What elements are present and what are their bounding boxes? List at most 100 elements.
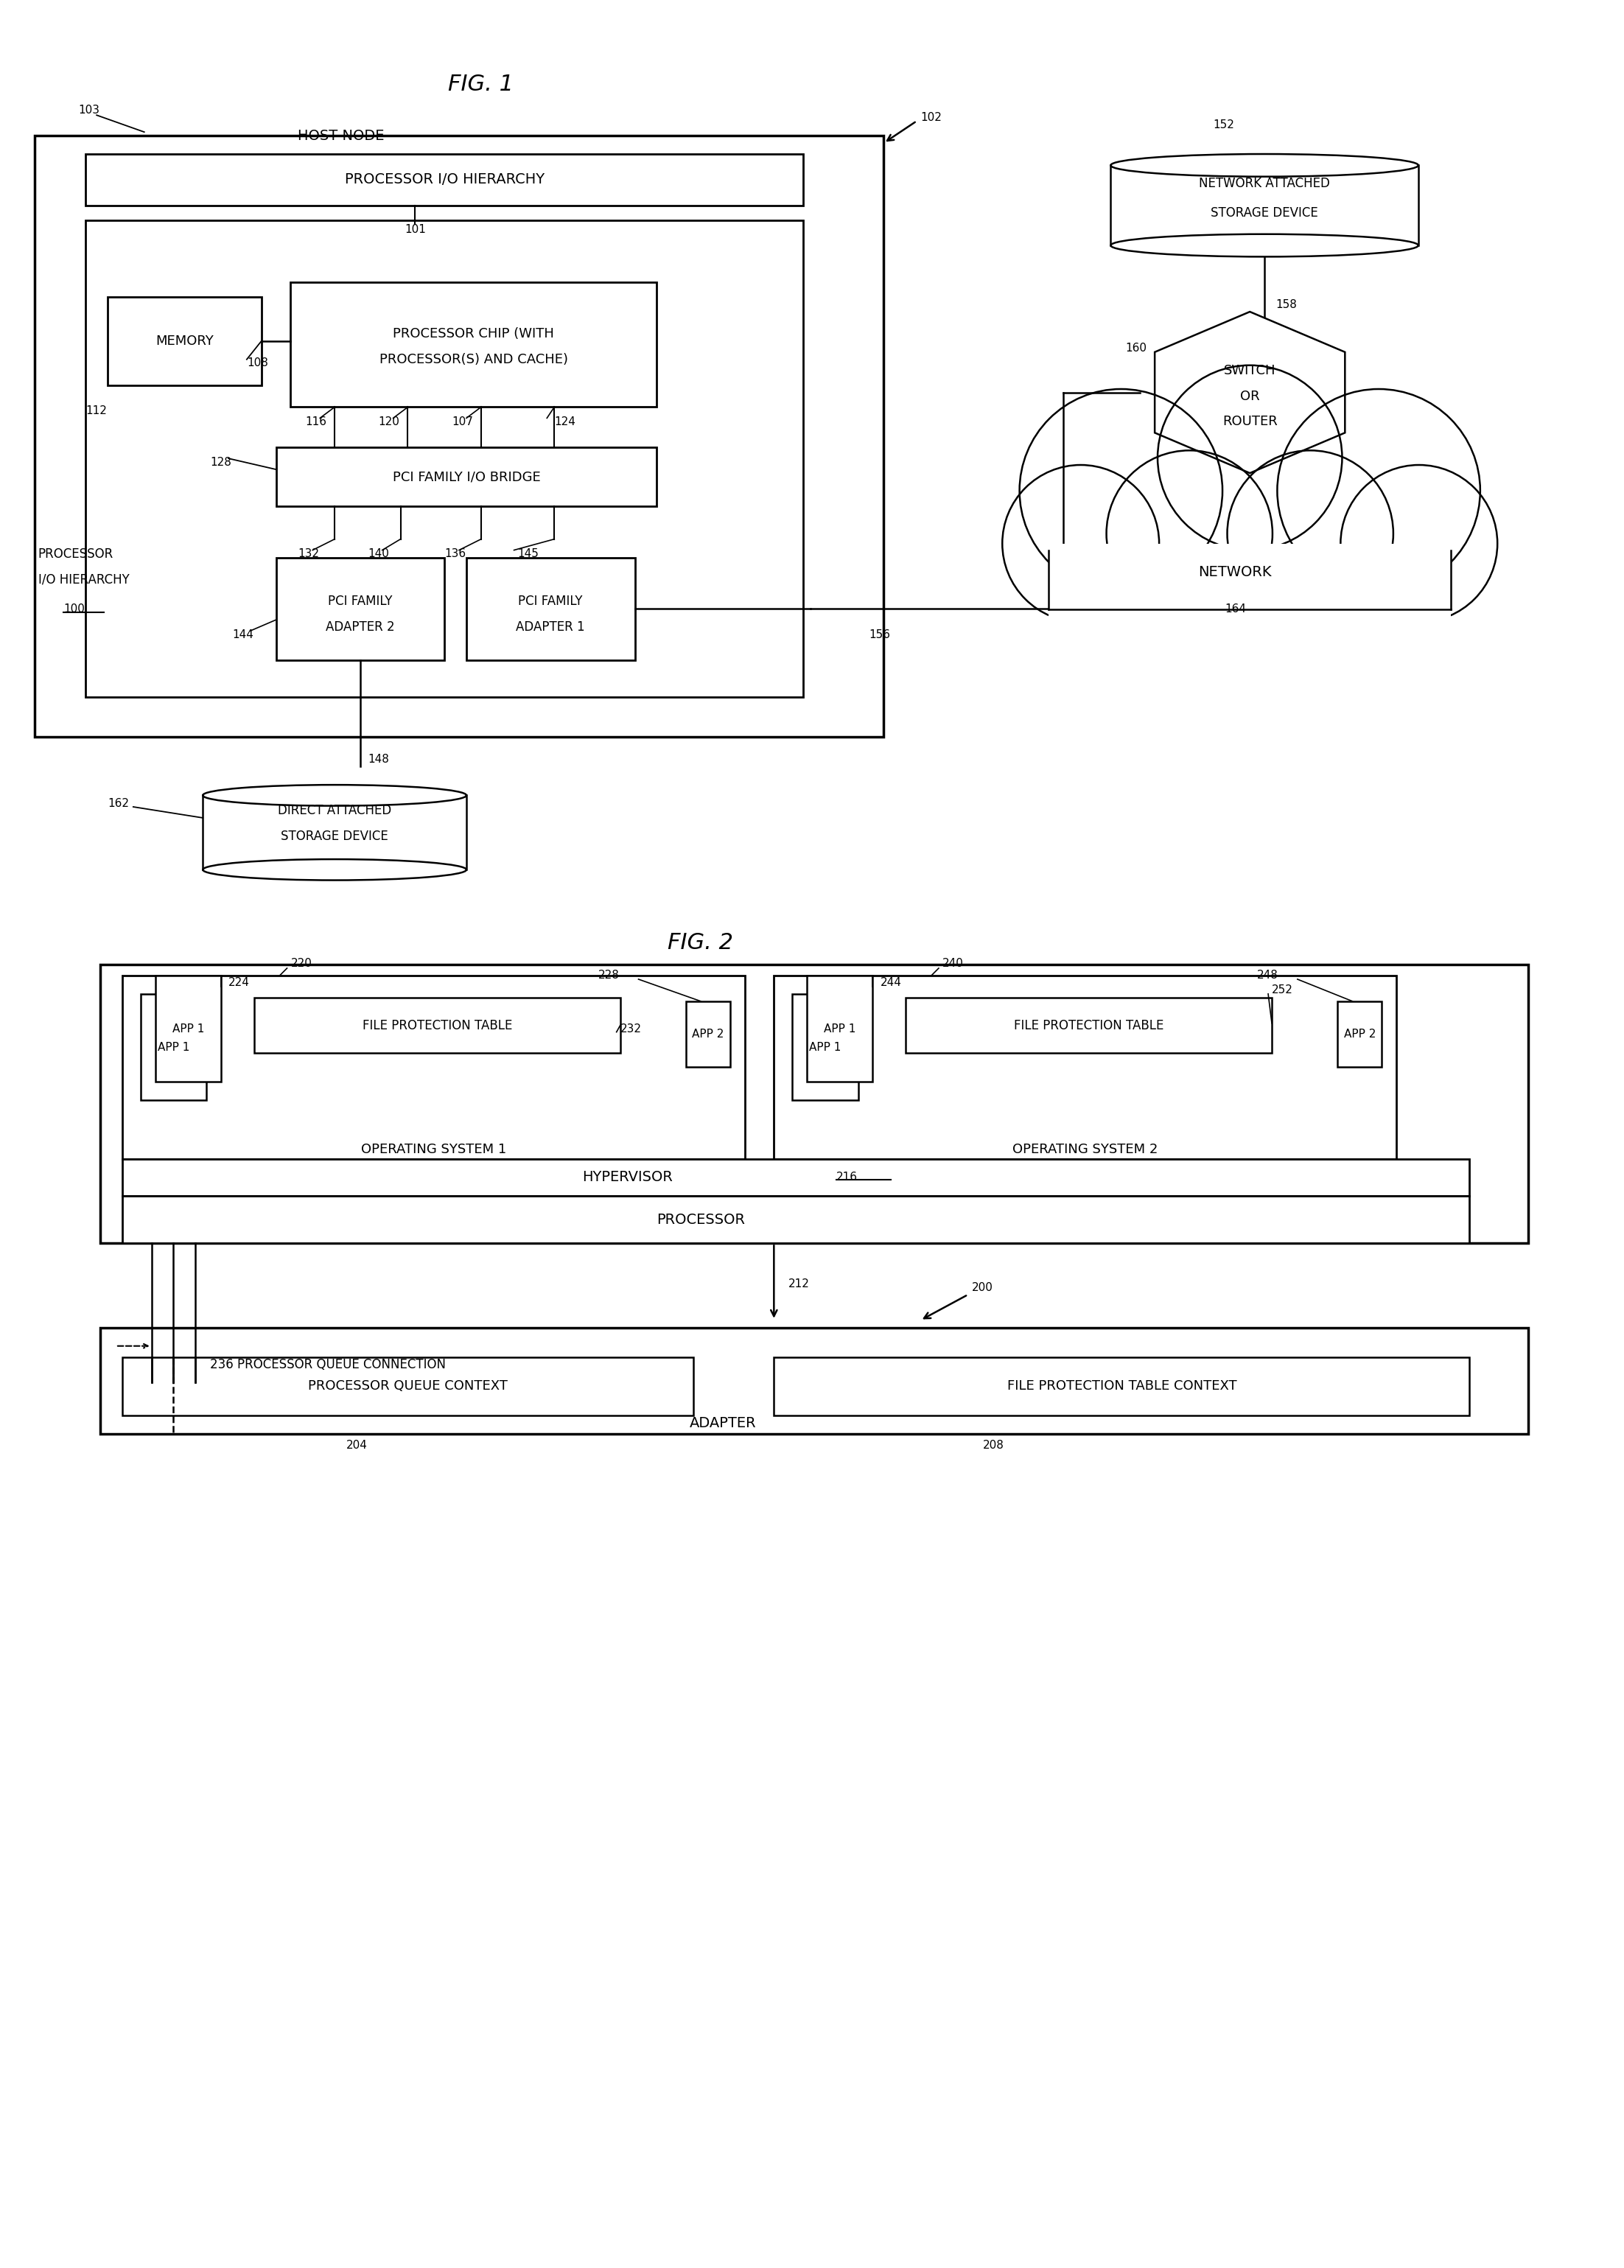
Text: 108: 108	[247, 358, 268, 370]
Text: 132: 132	[297, 549, 320, 560]
FancyBboxPatch shape	[685, 1000, 731, 1068]
FancyBboxPatch shape	[107, 297, 261, 386]
Text: 102: 102	[921, 111, 942, 122]
Text: 156: 156	[869, 628, 890, 640]
Ellipse shape	[1111, 154, 1418, 177]
Text: 144: 144	[232, 628, 253, 640]
Text: 158: 158	[1275, 299, 1296, 311]
Text: 128: 128	[209, 456, 231, 467]
FancyBboxPatch shape	[807, 975, 872, 1082]
Text: PROCESSOR: PROCESSOR	[37, 547, 114, 560]
Text: 208: 208	[983, 1440, 1004, 1452]
FancyBboxPatch shape	[122, 1195, 1470, 1243]
Circle shape	[1228, 451, 1393, 617]
Text: 140: 140	[367, 549, 388, 560]
Text: 252: 252	[1272, 984, 1293, 996]
FancyBboxPatch shape	[156, 975, 221, 1082]
Text: APP 1: APP 1	[809, 1041, 841, 1052]
Text: 162: 162	[107, 798, 128, 810]
Text: 101: 101	[404, 225, 425, 236]
Text: ADAPTER: ADAPTER	[689, 1415, 757, 1431]
Text: 232: 232	[620, 1023, 641, 1034]
FancyBboxPatch shape	[276, 447, 656, 506]
FancyBboxPatch shape	[253, 998, 620, 1052]
Circle shape	[1340, 465, 1497, 621]
Text: FILE PROTECTION TABLE CONTEXT: FILE PROTECTION TABLE CONTEXT	[1007, 1379, 1236, 1393]
Text: 148: 148	[367, 753, 388, 764]
FancyBboxPatch shape	[775, 1356, 1470, 1415]
Text: OPERATING SYSTEM 1: OPERATING SYSTEM 1	[361, 1143, 507, 1157]
Text: APP 1: APP 1	[158, 1041, 190, 1052]
Text: 248: 248	[1257, 971, 1278, 982]
Text: STORAGE DEVICE: STORAGE DEVICE	[281, 830, 388, 844]
Text: NETWORK ATTACHED: NETWORK ATTACHED	[1199, 177, 1330, 191]
Text: FILE PROTECTION TABLE: FILE PROTECTION TABLE	[1013, 1018, 1164, 1032]
Text: ROUTER: ROUTER	[1223, 415, 1278, 429]
FancyBboxPatch shape	[1338, 1000, 1382, 1068]
Text: PROCESSOR: PROCESSOR	[656, 1213, 745, 1227]
Text: 228: 228	[598, 971, 619, 982]
Text: DIRECT ATTACHED: DIRECT ATTACHED	[278, 803, 391, 816]
Text: PCI FAMILY I/O BRIDGE: PCI FAMILY I/O BRIDGE	[393, 469, 541, 483]
Text: 244: 244	[880, 978, 901, 989]
Text: 124: 124	[554, 417, 575, 426]
FancyBboxPatch shape	[101, 1327, 1528, 1433]
Text: OR: OR	[1241, 390, 1260, 404]
FancyBboxPatch shape	[1049, 544, 1452, 642]
Text: PROCESSOR(S) AND CACHE): PROCESSOR(S) AND CACHE)	[380, 354, 568, 365]
Text: SWITCH: SWITCH	[1224, 363, 1276, 376]
FancyBboxPatch shape	[291, 284, 656, 406]
Text: 216: 216	[836, 1173, 857, 1184]
Text: 212: 212	[789, 1279, 810, 1288]
Polygon shape	[1155, 311, 1345, 474]
Ellipse shape	[203, 860, 466, 880]
FancyBboxPatch shape	[906, 998, 1272, 1052]
Text: 120: 120	[378, 417, 400, 426]
FancyBboxPatch shape	[203, 796, 466, 869]
Text: 152: 152	[1213, 120, 1234, 129]
FancyBboxPatch shape	[1111, 166, 1418, 245]
Text: 107: 107	[451, 417, 473, 426]
Text: HYPERVISOR: HYPERVISOR	[583, 1170, 672, 1184]
Text: 236 PROCESSOR QUEUE CONNECTION: 236 PROCESSOR QUEUE CONNECTION	[209, 1359, 447, 1370]
Circle shape	[1020, 390, 1223, 592]
Text: APP 1: APP 1	[172, 1023, 205, 1034]
Text: APP 2: APP 2	[1343, 1030, 1376, 1039]
FancyBboxPatch shape	[34, 136, 883, 737]
Text: 160: 160	[1125, 342, 1147, 354]
FancyBboxPatch shape	[122, 1159, 1470, 1195]
FancyBboxPatch shape	[122, 975, 745, 1159]
Text: 103: 103	[78, 104, 99, 116]
Text: 145: 145	[518, 549, 539, 560]
Text: NETWORK: NETWORK	[1199, 565, 1272, 578]
FancyBboxPatch shape	[86, 220, 804, 696]
FancyBboxPatch shape	[122, 1356, 693, 1415]
Text: PROCESSOR QUEUE CONTEXT: PROCESSOR QUEUE CONTEXT	[309, 1379, 508, 1393]
Text: 116: 116	[305, 417, 326, 426]
FancyBboxPatch shape	[466, 558, 635, 660]
Circle shape	[1276, 390, 1479, 592]
Text: PROCESSOR CHIP (WITH: PROCESSOR CHIP (WITH	[393, 327, 554, 340]
Text: PCI FAMILY: PCI FAMILY	[328, 594, 393, 608]
Text: APP 2: APP 2	[692, 1030, 724, 1039]
FancyBboxPatch shape	[793, 993, 857, 1100]
Text: APP 1: APP 1	[823, 1023, 856, 1034]
FancyBboxPatch shape	[101, 964, 1528, 1243]
Text: MEMORY: MEMORY	[156, 333, 213, 347]
Text: 204: 204	[346, 1440, 367, 1452]
Ellipse shape	[203, 785, 466, 805]
Circle shape	[1002, 465, 1160, 621]
FancyBboxPatch shape	[775, 975, 1397, 1159]
Text: OPERATING SYSTEM 2: OPERATING SYSTEM 2	[1012, 1143, 1158, 1157]
Text: 220: 220	[291, 957, 312, 968]
Text: I/O HIERARCHY: I/O HIERARCHY	[37, 574, 130, 585]
Text: 136: 136	[445, 549, 466, 560]
Text: STORAGE DEVICE: STORAGE DEVICE	[1212, 206, 1319, 220]
FancyBboxPatch shape	[141, 993, 206, 1100]
FancyBboxPatch shape	[276, 558, 445, 660]
Text: 240: 240	[942, 957, 963, 968]
Text: 112: 112	[86, 406, 107, 417]
Text: PCI FAMILY: PCI FAMILY	[518, 594, 583, 608]
Text: 164: 164	[1224, 603, 1246, 615]
Circle shape	[1106, 451, 1273, 617]
